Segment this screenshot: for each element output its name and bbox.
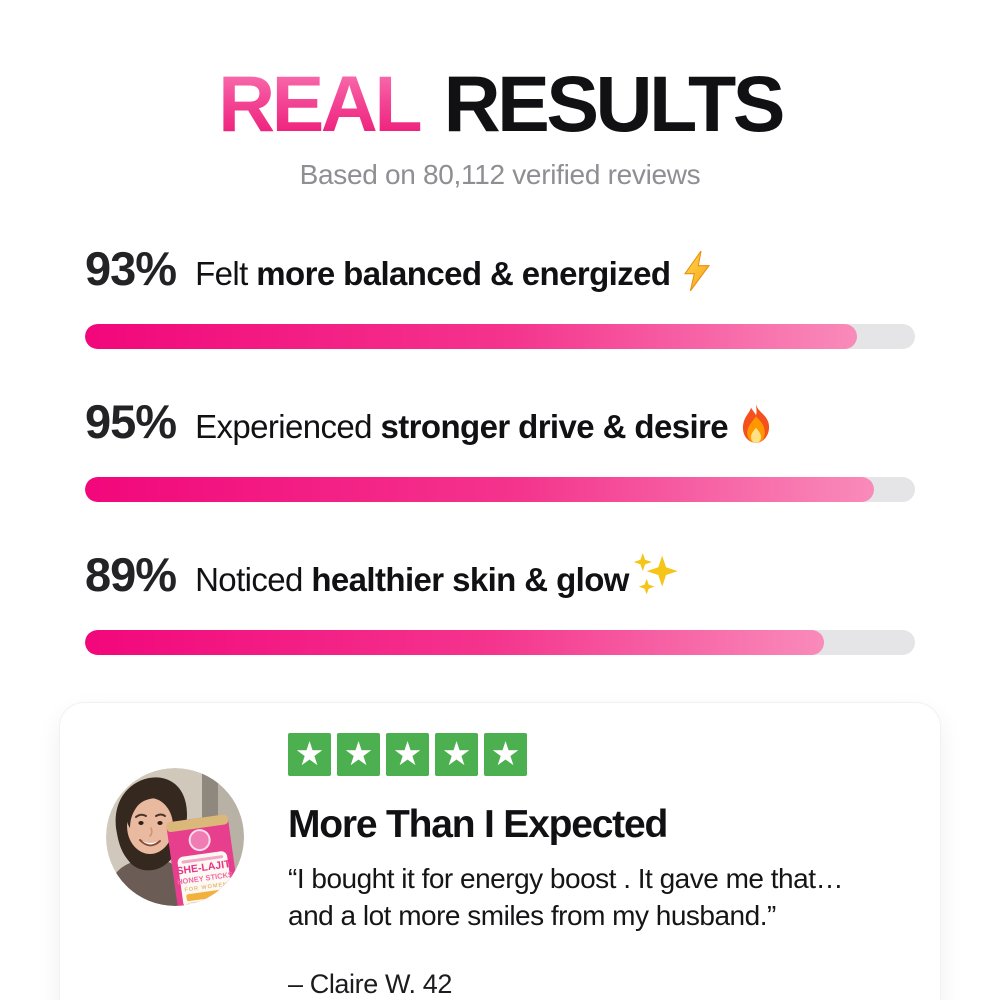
progress-fill [85, 630, 824, 655]
lightning-icon [680, 250, 714, 299]
header: REAL RESULTS Based on 80,112 verified re… [0, 0, 1000, 191]
star-icon: ★ [386, 733, 429, 776]
star-icon: ★ [435, 733, 478, 776]
progress-track [85, 477, 915, 502]
page-title-rest: RESULTS [443, 59, 786, 148]
rating-stars: ★ ★ ★ ★ ★ [288, 733, 900, 776]
review-quote: “I bought it for energy boost . It gave … [288, 863, 843, 931]
stat-percent: 95% [85, 395, 177, 448]
progress-track [85, 324, 915, 349]
page-title: REAL RESULTS [0, 64, 1000, 143]
progress-fill [85, 477, 874, 502]
stat-description: Felt more balanced & energized [195, 250, 714, 299]
stat-description: Experienced stronger drive & desire [195, 404, 774, 452]
stat-percent: 89% [85, 548, 177, 601]
star-icon: ★ [288, 733, 331, 776]
page-title-accent: REAL [218, 59, 425, 148]
testimonial-card: SHE-LAJIT HONEY STICKS FOR WOMEN 85+ ★ ★… [60, 703, 940, 1000]
star-icon: ★ [337, 733, 380, 776]
review-attribution: – Claire W. 42 [288, 968, 452, 999]
star-icon: ★ [484, 733, 527, 776]
stat-percent: 93% [85, 242, 177, 295]
fire-icon [738, 404, 774, 452]
stat-row-glow: 89% Noticed healthier skin & glow [85, 547, 915, 655]
stat-description: Noticed healthier skin & glow [195, 553, 683, 605]
review-count-subtitle: Based on 80,112 verified reviews [299, 159, 701, 190]
stats-list: 93% Felt more balanced & energized 95% E… [0, 241, 1000, 655]
product-badge-text: 85+ [192, 905, 205, 906]
review-title: More Than I Expected [288, 803, 668, 846]
progress-track [85, 630, 915, 655]
testimonial-content: ★ ★ ★ ★ ★ More Than I Expected “I bought… [288, 731, 900, 1000]
progress-fill [85, 324, 857, 349]
stat-row-drive: 95% Experienced stronger drive & desire [85, 394, 915, 502]
sparkles-icon [631, 553, 683, 605]
avatar-photo: SHE-LAJIT HONEY STICKS FOR WOMEN 85+ [106, 768, 244, 906]
stat-row-energized: 93% Felt more balanced & energized [85, 241, 915, 349]
avatar: SHE-LAJIT HONEY STICKS FOR WOMEN 85+ [106, 731, 244, 1000]
